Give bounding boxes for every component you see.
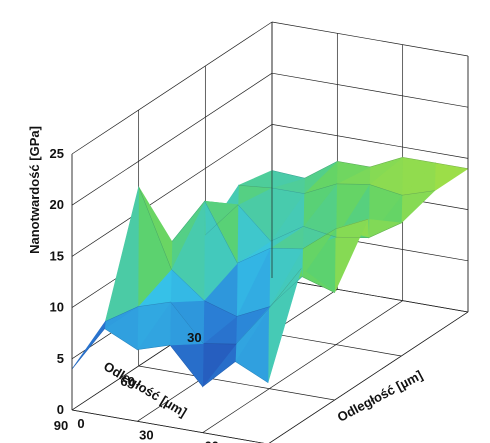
x-tick-label: 30 — [187, 330, 201, 345]
z-tick-label: 20 — [50, 197, 64, 212]
z-tick-label: 10 — [50, 300, 64, 315]
surface-face — [401, 190, 436, 224]
surface-face — [104, 186, 139, 322]
surface-mesh — [71, 156, 469, 388]
surface-face — [334, 218, 369, 293]
surface-face — [169, 343, 204, 388]
z-tick-label: 5 — [57, 351, 64, 366]
grid-line — [271, 124, 469, 159]
surface-mesh-line — [71, 328, 269, 387]
grid-line — [138, 365, 335, 401]
z-tick-label: 15 — [50, 248, 64, 263]
surface-mesh-line — [138, 186, 335, 317]
surface-mesh-line — [205, 204, 402, 242]
z-tick-label: 25 — [50, 146, 64, 161]
surface-mesh-line — [238, 183, 435, 196]
box-frame — [71, 22, 469, 443]
y-axis-label: Odległość [µm] — [335, 367, 425, 424]
grid-line — [71, 72, 273, 206]
surface-face — [238, 170, 273, 189]
y-tick-label: 0 — [77, 416, 84, 431]
surface-mesh-line — [271, 157, 469, 179]
frame-edge — [71, 409, 265, 443]
x-tick-label: 60 — [120, 374, 134, 389]
frame-edge — [268, 311, 469, 443]
x-tick-label: 90 — [54, 418, 68, 433]
surface-face — [434, 162, 469, 192]
z-axis-ticks: 0 5 10 15 20 25 — [50, 146, 64, 417]
grid-line — [202, 300, 403, 433]
grid-line — [271, 21, 469, 57]
grid-line — [271, 277, 469, 313]
surface-mesh-line — [105, 268, 302, 345]
z-tick-label: 0 — [57, 402, 64, 417]
surface-face — [71, 320, 106, 370]
z-axis-label: Nanotwardość [GPa] — [27, 126, 42, 254]
x-axis-ticks: 30 60 90 — [54, 330, 202, 433]
surface-mesh-line — [171, 200, 369, 264]
grid-line — [71, 21, 273, 155]
x-axis-label: Odległość [µm] — [101, 358, 189, 419]
grid-line — [71, 124, 273, 257]
y-tick-label: 60 — [204, 439, 218, 443]
y-tick-label: 30 — [139, 427, 153, 442]
grid-line — [271, 72, 469, 108]
surface-face — [367, 218, 403, 239]
y-axis-ticks: 0306090 — [77, 416, 219, 443]
